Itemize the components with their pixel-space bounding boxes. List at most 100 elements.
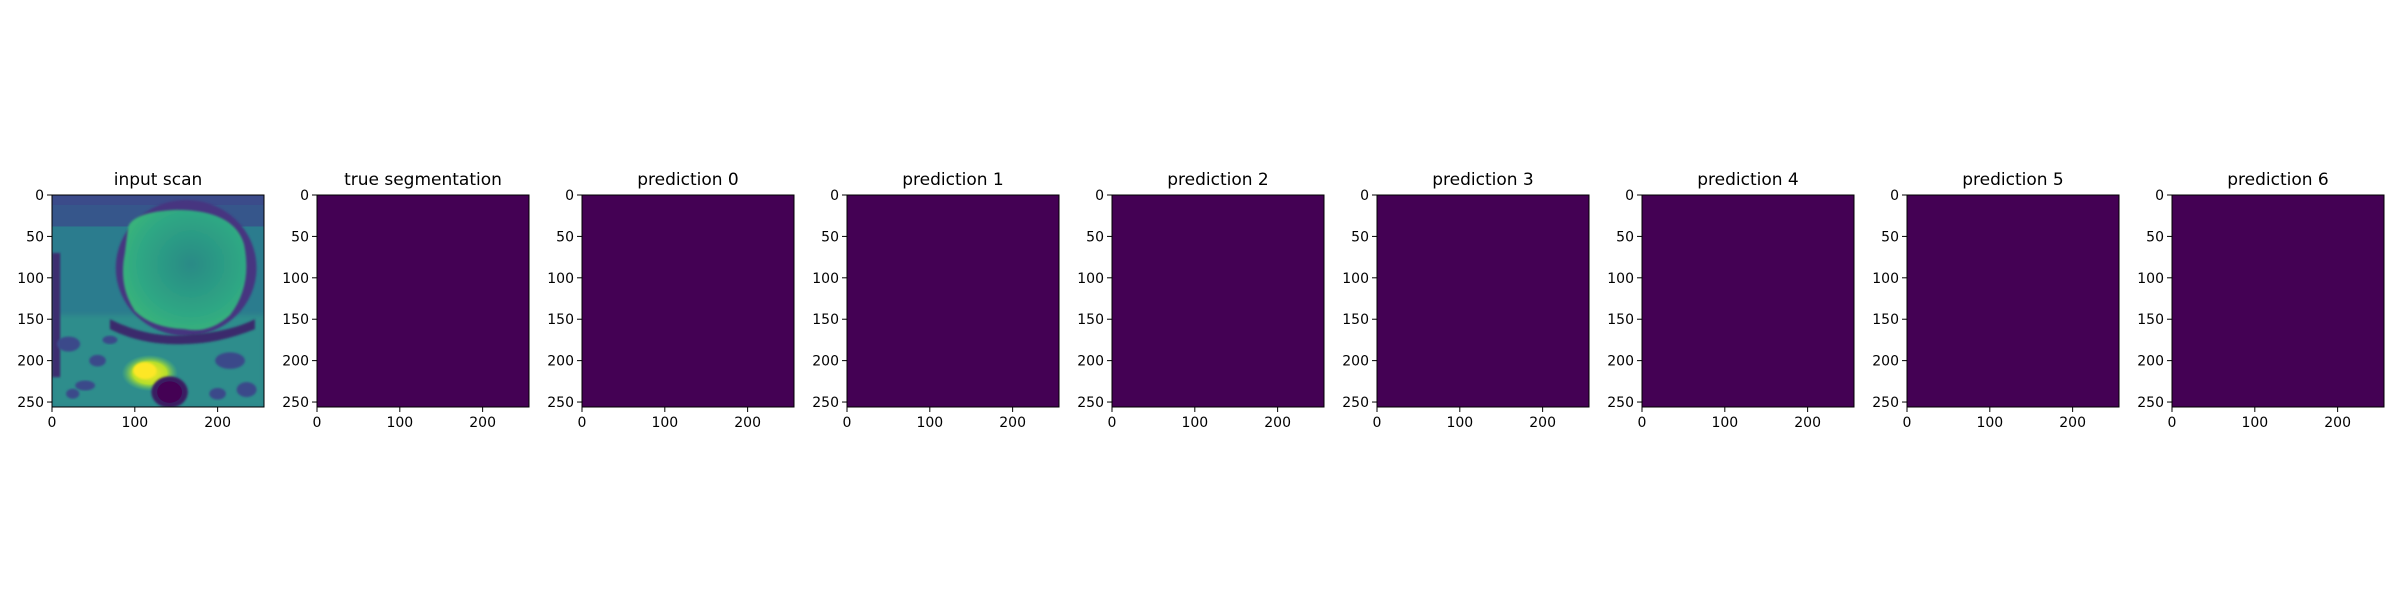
segmentation-mask	[1377, 195, 1589, 407]
x-tick-label: 0	[578, 415, 587, 431]
panel-title: prediction 5	[1962, 170, 2064, 190]
y-tick-label: 250	[1607, 395, 1634, 411]
y-tick-label: 0	[1095, 188, 1104, 204]
y-tick-label: 200	[1872, 354, 1899, 370]
x-tick-label: 100	[386, 415, 413, 431]
y-tick-label: 200	[1342, 354, 1369, 370]
y-tick-label: 150	[1077, 312, 1104, 328]
y-tick-label: 50	[1086, 229, 1104, 245]
y-tick-label: 200	[282, 354, 309, 370]
y-tick-label: 100	[1342, 271, 1369, 287]
tissue-blob	[66, 388, 80, 399]
x-tick-label: 0	[48, 415, 57, 431]
axes-frame	[846, 194, 1060, 408]
x-tick-label: 200	[2059, 415, 2086, 431]
y-tick-label: 200	[812, 354, 839, 370]
x-tick-label: 100	[1446, 415, 1473, 431]
x-tick-label: 200	[1529, 415, 1556, 431]
scan-left-edge	[52, 252, 61, 378]
y-tick-label: 250	[2137, 395, 2164, 411]
tissue-blob	[236, 382, 257, 398]
segmentation-mask	[1907, 195, 2119, 407]
x-tick-label: 100	[2241, 415, 2268, 431]
panel-title: prediction 4	[1697, 170, 1799, 190]
y-tick-label: 100	[1607, 271, 1634, 287]
axes-frame	[1111, 194, 1325, 408]
tissue-blob	[56, 336, 81, 352]
y-tick-label: 150	[1342, 312, 1369, 328]
subplot-panel: prediction 5 0 100 200 0 50 100 150 200 250	[1872, 170, 2120, 431]
x-tick-label: 200	[999, 415, 1026, 431]
y-tick-label: 100	[547, 271, 574, 287]
panel-title: prediction 1	[902, 170, 1004, 190]
y-tick-label: 0	[1890, 188, 1899, 204]
y-tick-label: 50	[26, 229, 44, 245]
x-tick-label: 100	[1711, 415, 1738, 431]
subplot-panel: input scan 0 100 200 0 50 100 150 200 250	[17, 170, 265, 431]
y-tick-label: 150	[282, 312, 309, 328]
tissue-blob	[215, 352, 245, 369]
y-tick-label: 100	[812, 271, 839, 287]
segmentation-mask	[1642, 195, 1854, 407]
y-tick-label: 150	[2137, 312, 2164, 328]
y-tick-label: 50	[2146, 229, 2164, 245]
y-tick-label: 250	[282, 395, 309, 411]
y-tick-label: 100	[282, 271, 309, 287]
x-tick-label: 200	[1794, 415, 1821, 431]
panel-title: input scan	[114, 170, 203, 190]
y-tick-label: 50	[1616, 229, 1634, 245]
tissue-blob	[209, 387, 226, 400]
y-tick-label: 250	[1342, 395, 1369, 411]
y-tick-label: 0	[35, 188, 44, 204]
x-tick-label: 100	[1976, 415, 2003, 431]
y-tick-label: 100	[17, 271, 44, 287]
y-tick-label: 150	[547, 312, 574, 328]
y-tick-label: 0	[2155, 188, 2164, 204]
x-tick-label: 100	[916, 415, 943, 431]
segmentation-mask	[1112, 195, 1324, 407]
axes-frame	[1376, 194, 1590, 408]
panel-title: prediction 0	[637, 170, 739, 190]
scan-top-edge	[52, 195, 264, 205]
x-tick-label: 0	[2168, 415, 2177, 431]
scan-content	[52, 195, 264, 408]
x-tick-label: 100	[121, 415, 148, 431]
x-tick-label: 0	[843, 415, 852, 431]
panel-title: prediction 6	[2227, 170, 2329, 190]
mri-scan-image	[52, 195, 264, 408]
subplot-panel: prediction 2 0 100 200 0 50 100 150 200 250	[1077, 170, 1325, 431]
tissue-blob	[75, 380, 96, 391]
panel-title: true segmentation	[344, 170, 502, 190]
subplot-panel: prediction 0 0 100 200 0 50 100 150 200 250	[547, 170, 795, 431]
x-tick-label: 200	[469, 415, 496, 431]
axes-frame	[1641, 194, 1855, 408]
y-tick-label: 200	[547, 354, 574, 370]
y-tick-label: 100	[1077, 271, 1104, 287]
x-tick-label: 200	[1264, 415, 1291, 431]
y-tick-label: 0	[1625, 188, 1634, 204]
subplot-panel: prediction 1 0 100 200 0 50 100 150 200 250	[812, 170, 1060, 431]
scan-dark-band	[109, 319, 255, 345]
scan-dark-vessel-core	[157, 381, 183, 403]
y-tick-label: 0	[1360, 188, 1369, 204]
x-tick-label: 100	[1181, 415, 1208, 431]
y-tick-label: 200	[1077, 354, 1104, 370]
x-tick-label: 100	[651, 415, 678, 431]
subplot-panel: prediction 4 0 100 200 0 50 100 150 200 250	[1607, 170, 1855, 431]
axes-frame	[581, 194, 795, 408]
y-tick-label: 250	[812, 395, 839, 411]
axes-frame	[51, 194, 265, 408]
axes-frame	[1906, 194, 2120, 408]
y-tick-label: 150	[1607, 312, 1634, 328]
axes-frame	[316, 194, 530, 408]
x-tick-label: 200	[204, 415, 231, 431]
y-tick-label: 150	[812, 312, 839, 328]
x-tick-label: 0	[1373, 415, 1382, 431]
segmentation-mask	[2172, 195, 2384, 407]
y-tick-label: 250	[1077, 395, 1104, 411]
segmentation-mask	[582, 195, 794, 407]
y-tick-label: 250	[1872, 395, 1899, 411]
tissue-blob	[89, 354, 106, 367]
